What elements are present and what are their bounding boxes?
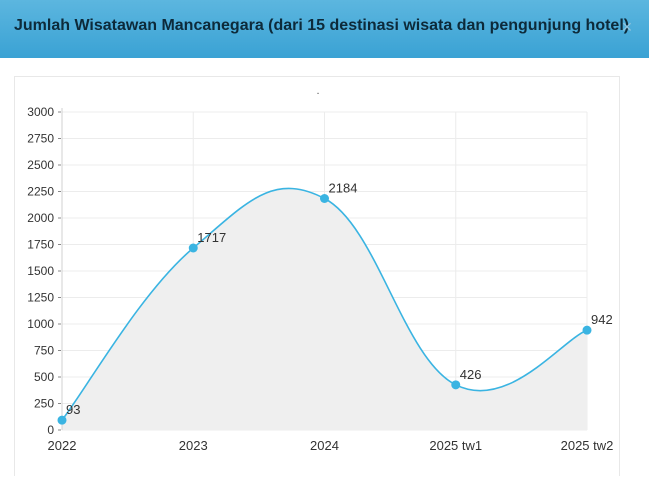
data-label: 426 (460, 367, 482, 382)
y-tick-label: 2250 (27, 185, 54, 199)
data-point[interactable] (57, 415, 67, 425)
modal-body: . 0 250 500 750 1000 1250 1500 1750 2000 2250 2500 2… (0, 58, 649, 476)
data-label: 2184 (329, 180, 358, 195)
x-tick-label: 2025 tw2 (561, 438, 614, 453)
y-tick-label: 2500 (27, 158, 54, 172)
y-tick-label: 3000 (27, 105, 54, 119)
x-tick-label: 2023 (179, 438, 208, 453)
chart-container: . 0 250 500 750 1000 1250 1500 1750 2000 2250 2500 2… (14, 76, 620, 476)
data-label: 93 (66, 402, 80, 417)
chart-title: . (316, 85, 319, 97)
y-tick-label: 1000 (27, 317, 54, 331)
data-point[interactable] (320, 193, 329, 203)
data-point[interactable] (451, 380, 461, 390)
x-tick-label: 2022 (48, 438, 77, 453)
y-tick-label: 1750 (27, 238, 54, 252)
y-tick-label: 2000 (27, 211, 54, 225)
x-tick-label: 2025 tw1 (429, 438, 482, 453)
modal-title: Jumlah Wisatawan Mancanegara (dari 15 de… (14, 17, 630, 34)
y-tick-label: 750 (34, 344, 54, 358)
y-tick-label: 1500 (27, 264, 54, 278)
y-tick-label: 250 (34, 397, 54, 411)
data-label: 1717 (197, 230, 226, 245)
modal-header: Jumlah Wisatawan Mancanegara (dari 15 de… (0, 0, 649, 58)
x-tick-label: 2024 (310, 438, 339, 453)
data-point[interactable] (582, 325, 592, 335)
close-icon[interactable]: × (621, 17, 633, 37)
data-label: 942 (591, 312, 613, 327)
y-tick-label: 500 (34, 370, 54, 384)
data-point[interactable] (188, 243, 198, 253)
series-area (62, 188, 587, 430)
chart-svg: . 0 250 500 750 1000 1250 1500 1750 2000 2250 2500 2… (27, 85, 614, 453)
y-tick-label: 2750 (27, 132, 54, 146)
y-tick-label: 1250 (27, 291, 54, 305)
y-tick-label: 0 (47, 423, 54, 437)
